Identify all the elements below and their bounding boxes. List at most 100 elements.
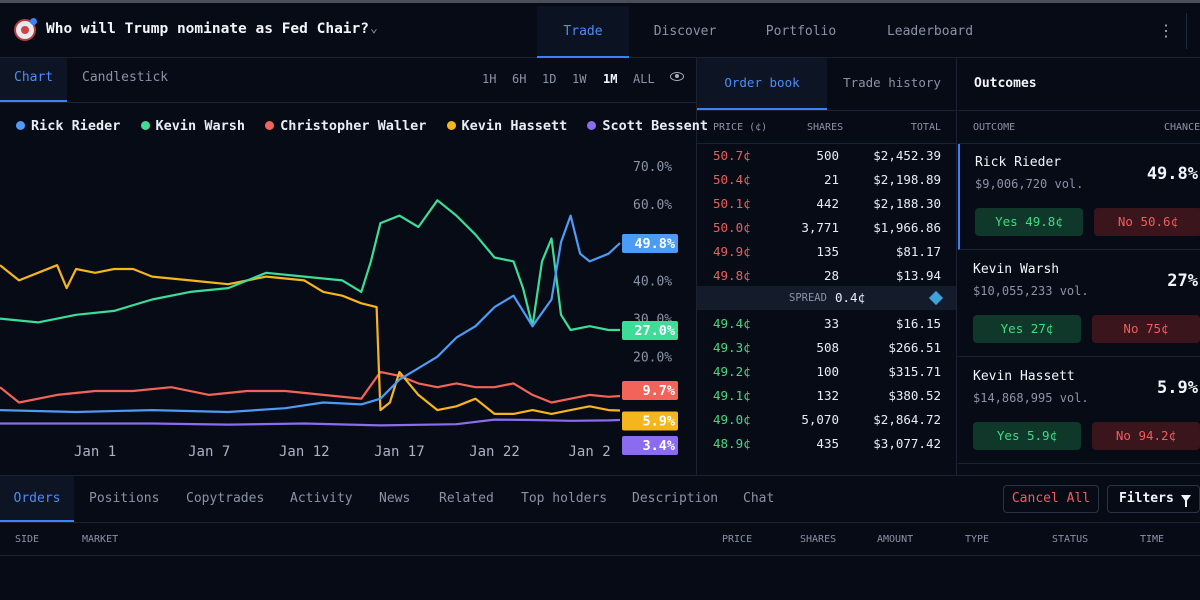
series-line — [0, 418, 621, 427]
range-1d[interactable]: 1D — [542, 72, 557, 86]
ask-row[interactable]: 50.0¢ 3,771 $1,966.86 — [697, 216, 956, 240]
bid-row[interactable]: 49.1¢ 132 $380.52 — [697, 384, 956, 408]
outcome-volume: $14,868,995 vol. — [973, 391, 1089, 405]
tab-chart[interactable]: Chart — [0, 58, 68, 102]
col-outcome: OUTCOME — [973, 122, 1016, 133]
price-cell: 50.1¢ — [713, 196, 751, 211]
price-cell: 49.4¢ — [713, 316, 751, 331]
orders-table-header: SIDE MARKET PRICE SHARES AMOUNT TYPE STA… — [0, 522, 1200, 556]
tab-description[interactable]: Description — [632, 491, 719, 506]
bid-row[interactable]: 48.9¢ 435 $3,077.42 — [697, 432, 956, 456]
ask-row[interactable]: 49.9¢ 135 $81.17 — [697, 240, 956, 264]
legend-label: Rick Rieder — [31, 118, 121, 134]
cancel-all-button[interactable]: Cancel All — [1003, 485, 1099, 513]
legend-item[interactable]: Rick Rieder — [16, 118, 120, 134]
buy-no-button[interactable]: No 75¢ — [1092, 315, 1200, 343]
value-badge-label: 9.7% — [642, 383, 675, 399]
total-cell: $2,452.39 — [873, 148, 941, 163]
nav-tab-discover[interactable]: Discover — [653, 24, 717, 39]
value-badge-label: 5.9% — [642, 413, 675, 429]
range-1h[interactable]: 1H — [482, 72, 497, 86]
chevron-down-icon[interactable]: ⌄ — [370, 21, 378, 36]
total-cell: $315.71 — [888, 364, 941, 379]
nav-tab-leaderboard[interactable]: Leaderboard — [886, 24, 974, 39]
outcome-card[interactable]: Kevin Warsh $10,055,233 vol. 27% Yes 27¢ No … — [958, 251, 1200, 357]
total-cell: $266.51 — [888, 340, 941, 355]
spread-label: SPREAD — [789, 292, 827, 304]
range-all[interactable]: ALL — [633, 72, 655, 86]
tab-order-book[interactable]: Order book — [697, 58, 827, 110]
value-badge — [622, 234, 678, 254]
tab-related[interactable]: Related — [439, 491, 494, 506]
outcome-volume: $10,055,233 vol. — [973, 284, 1089, 298]
tab-candlestick[interactable]: Candlestick — [82, 70, 169, 85]
tab-orders[interactable]: Orders — [0, 476, 74, 522]
diamond-icon — [928, 290, 944, 306]
bid-row[interactable]: 49.3¢ 508 $266.51 — [697, 336, 956, 360]
col-market: MARKET — [82, 534, 119, 545]
col-status: STATUS — [1052, 534, 1089, 545]
buy-yes-button[interactable]: Yes 49.8¢ — [975, 208, 1083, 236]
range-1w[interactable]: 1W — [572, 72, 587, 86]
col-price: PRICE — [722, 534, 753, 545]
tab-news[interactable]: News — [379, 491, 411, 506]
tab-copytrades[interactable]: Copytrades — [186, 491, 265, 506]
tab-chat[interactable]: Chat — [743, 491, 775, 506]
chart-legend: Rick Rieder Kevin Warsh Christopher Wall… — [16, 118, 720, 134]
total-cell: $2,198.89 — [873, 172, 941, 187]
value-badge — [622, 436, 678, 456]
x-tick-label: Jan 1 — [74, 444, 116, 460]
price-cell: 50.4¢ — [713, 172, 751, 187]
shares-cell: 442 — [816, 196, 839, 211]
market-title[interactable]: Who will Trump nominate as Fed Chair? — [46, 21, 370, 37]
filters-label: Filters — [1119, 491, 1174, 506]
buy-yes-button[interactable]: Yes 27¢ — [973, 315, 1081, 343]
series-line — [0, 199, 620, 332]
eye-icon[interactable] — [670, 72, 684, 81]
outcome-chance: 5.9% — [1157, 378, 1198, 398]
nav-tab-portfolio[interactable]: Portfolio — [765, 24, 837, 39]
y-tick-label: 40.0% — [633, 274, 672, 289]
bid-row[interactable]: 49.2¢ 100 $315.71 — [697, 360, 956, 384]
ask-row[interactable]: 50.1¢ 442 $2,188.30 — [697, 192, 956, 216]
ask-row[interactable]: 50.7¢ 500 $2,452.39 — [697, 144, 956, 168]
divider — [1186, 13, 1187, 49]
order-book-header: PRICE (¢) SHARES TOTAL — [697, 110, 956, 144]
buy-no-button[interactable]: No 94.2¢ — [1092, 422, 1200, 450]
legend-item[interactable]: Kevin Hassett — [446, 118, 568, 134]
nav-tab-trade[interactable]: Trade — [537, 6, 629, 58]
total-cell: $1,966.86 — [873, 220, 941, 235]
more-menu-icon[interactable]: ⋮ — [1158, 21, 1174, 40]
x-tick-label: Jan 7 — [188, 444, 230, 460]
buy-yes-button[interactable]: Yes 5.9¢ — [973, 422, 1081, 450]
legend-item[interactable]: Kevin Warsh — [140, 118, 245, 134]
range-1m[interactable]: 1M — [603, 72, 618, 86]
bid-row[interactable]: 49.4¢ 33 $16.15 — [697, 312, 956, 336]
order-book-panel: Order book Trade history PRICE (¢) SHARE… — [697, 58, 957, 475]
filters-button[interactable]: Filters — [1107, 485, 1200, 513]
outcome-card[interactable]: Kevin Hassett $14,868,995 vol. 5.9% Yes 5.9… — [958, 358, 1200, 464]
price-chart[interactable]: 20.0%30.0%40.0%60.0%70.0%Jan 1 Jan 7 Jan 1… — [0, 158, 697, 475]
tab-top-holders[interactable]: Top holders — [521, 491, 608, 506]
ask-row[interactable]: 49.8¢ 28 $13.94 — [697, 264, 956, 288]
shares-cell: 132 — [816, 388, 839, 403]
buy-no-button[interactable]: No 50.6¢ — [1094, 208, 1200, 236]
tab-trade-history[interactable]: Trade history — [843, 75, 941, 90]
tab-positions[interactable]: Positions — [89, 491, 160, 506]
legend-item[interactable]: Scott Bessent — [587, 118, 708, 134]
legend-label: Scott Bessent — [602, 118, 709, 134]
range-6h[interactable]: 6H — [512, 72, 527, 86]
legend-item[interactable]: Christopher Waller — [265, 118, 426, 134]
total-cell: $16.15 — [895, 316, 941, 331]
ask-row[interactable]: 50.4¢ 21 $2,198.89 — [697, 168, 956, 192]
outcome-card[interactable]: Rick Rieder $9,006,720 vol. 49.8% Yes 49.8¢… — [958, 144, 1200, 250]
bid-row[interactable]: 49.0¢ 5,070 $2,864.72 — [697, 408, 956, 432]
price-cell: 50.0¢ — [713, 220, 751, 235]
total-cell: $13.94 — [895, 268, 941, 283]
legend-label: Christopher Waller — [280, 118, 427, 134]
legend-label: Kevin Hassett — [461, 118, 568, 134]
price-cell: 48.9¢ — [713, 436, 751, 451]
value-badge — [622, 411, 678, 431]
price-cell: 49.2¢ — [713, 364, 751, 379]
tab-activity[interactable]: Activity — [290, 491, 353, 506]
